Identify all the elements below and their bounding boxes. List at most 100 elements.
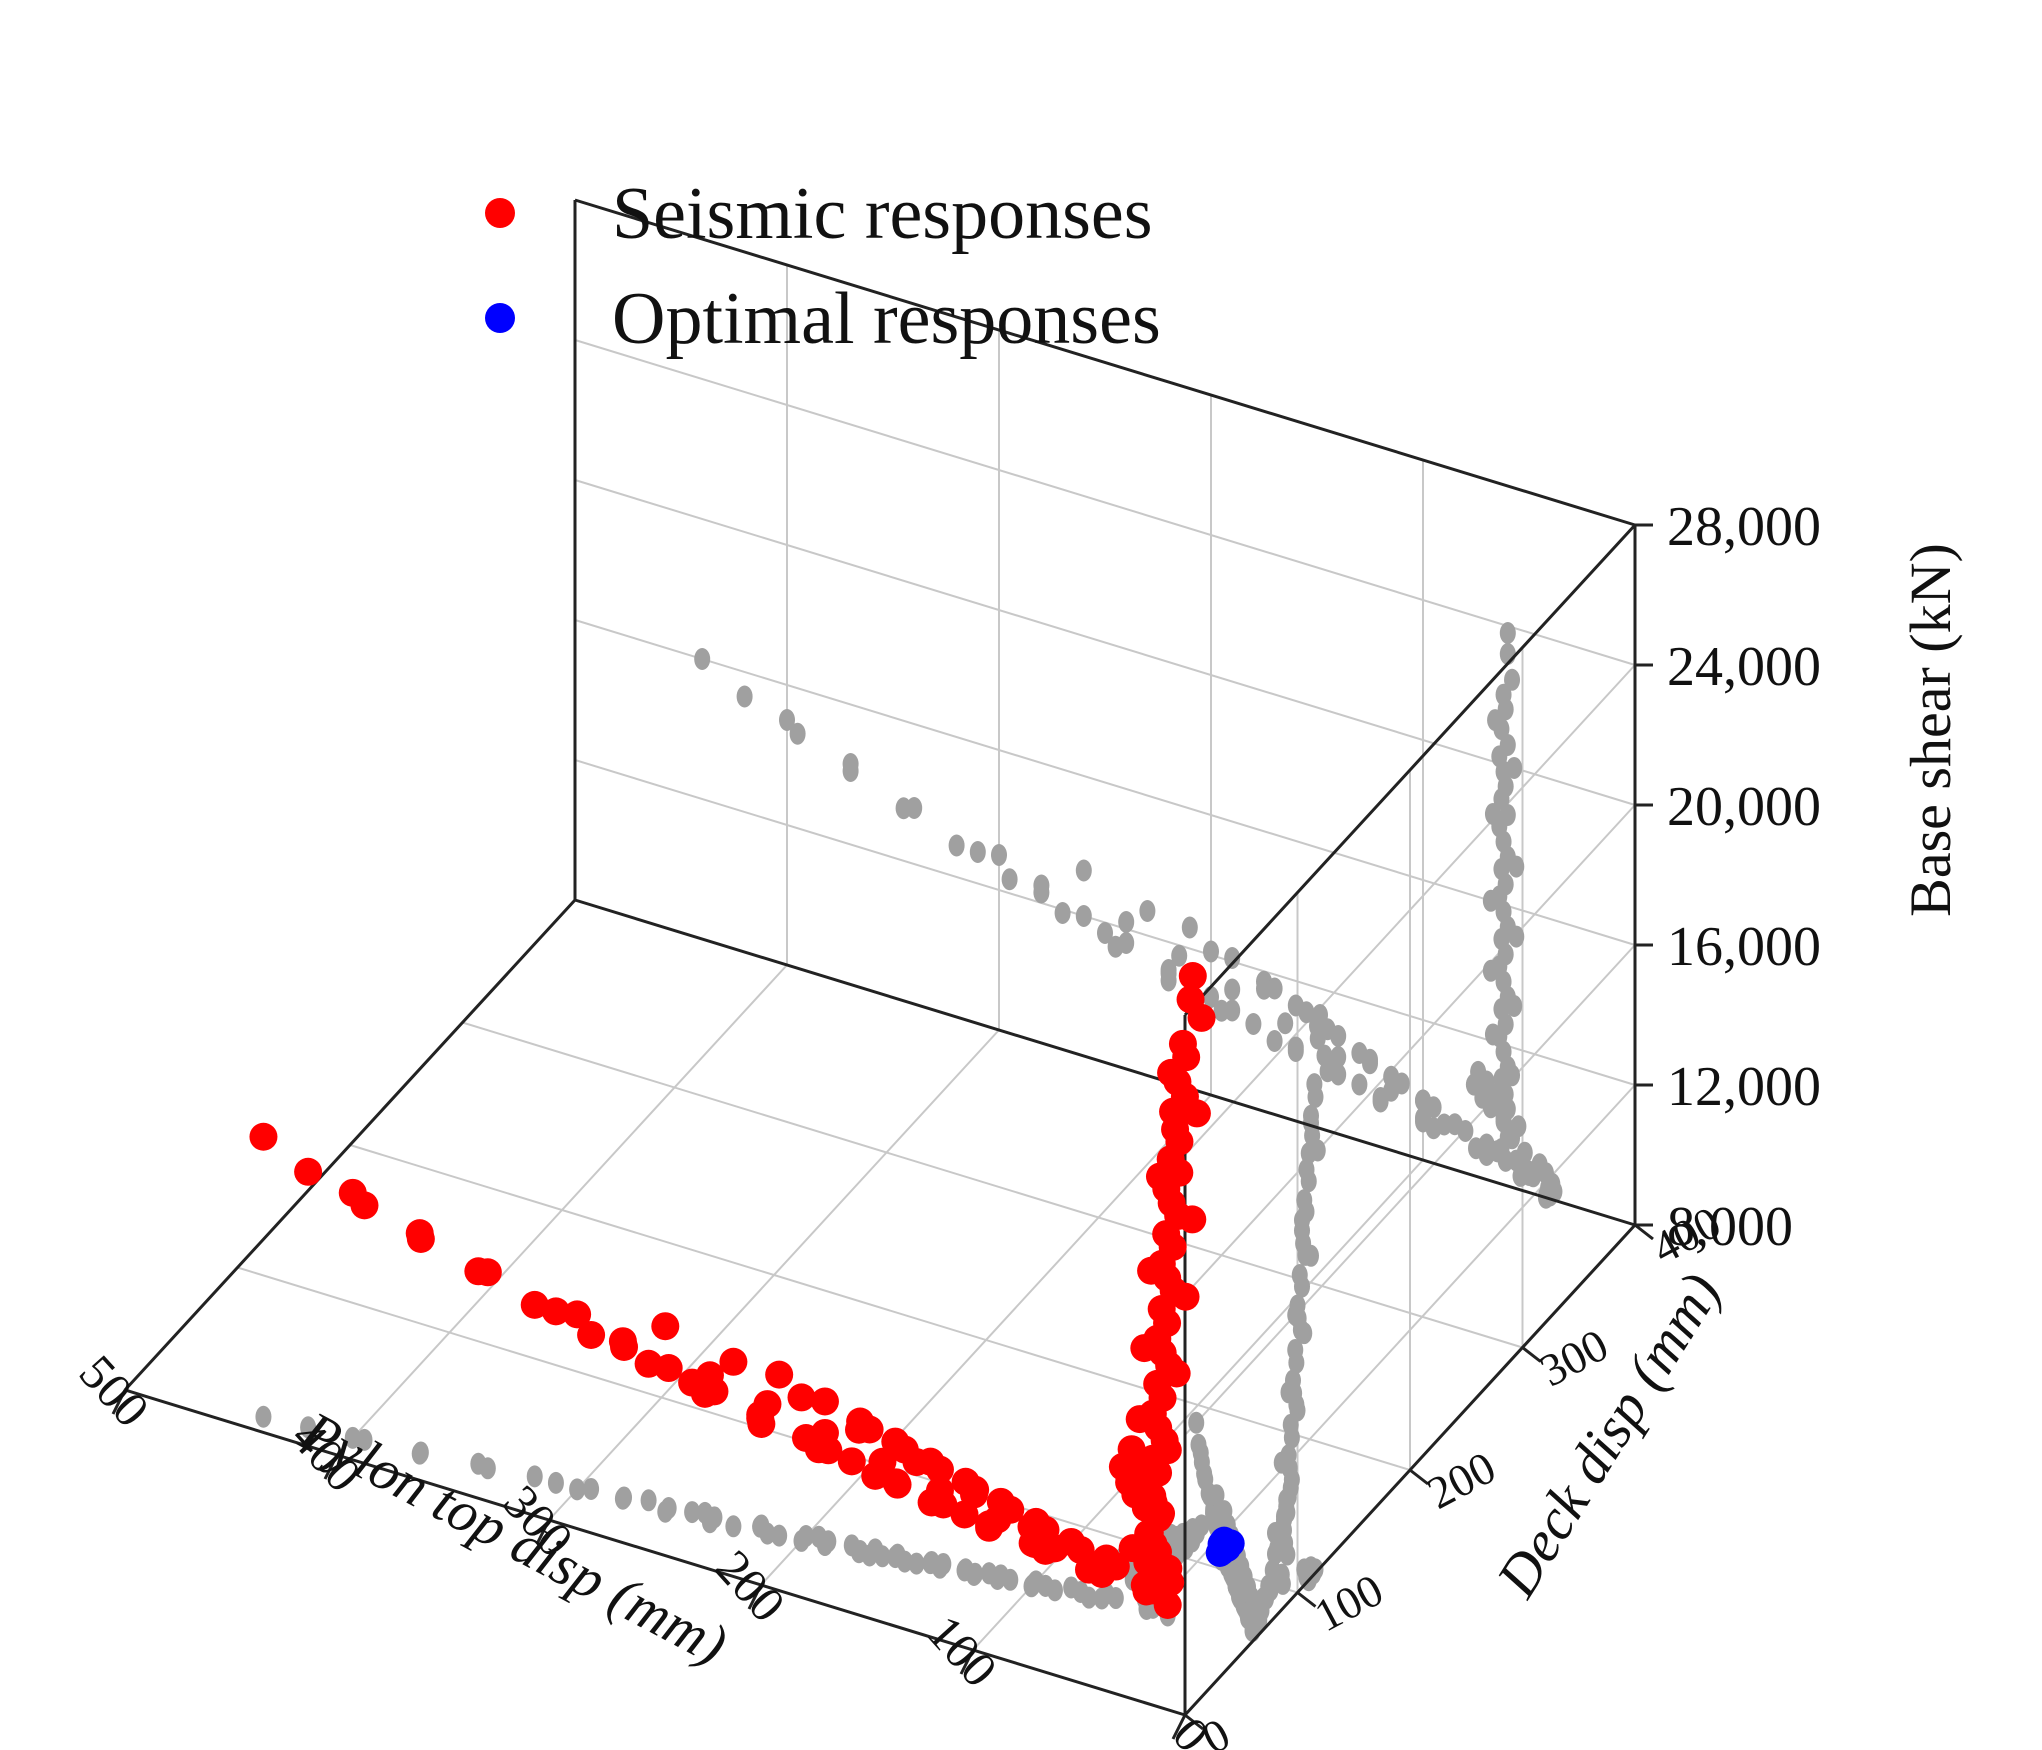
projection-point-floor	[793, 1529, 810, 1552]
seismic-response-point	[868, 1447, 897, 1476]
seismic-response-point	[1066, 1535, 1095, 1564]
projection-point-side-wall	[1300, 1170, 1317, 1193]
projection-point-back-wall	[906, 797, 923, 819]
projection-point-back-wall	[991, 844, 1007, 866]
projection-point-floor	[1046, 1579, 1063, 1602]
y-axis-title: Deck disp (mm)	[1483, 1262, 1733, 1609]
projection-point-floor	[547, 1471, 564, 1494]
projection-point-floor	[989, 1568, 1006, 1590]
projection-point-back-wall	[1160, 959, 1177, 981]
y-tick-label: 0	[1194, 1708, 1238, 1750]
projection-point-back-wall	[1495, 1107, 1512, 1130]
z-tick-label: 28,000	[1667, 496, 1821, 558]
projection-point-floor	[931, 1556, 948, 1579]
seismic-response-point	[338, 1178, 367, 1207]
projection-point-back-wall	[1224, 947, 1241, 969]
projection-point-back-wall	[1506, 994, 1523, 1017]
projection-point-floor	[526, 1465, 543, 1488]
projection-point-back-wall	[1415, 1089, 1431, 1112]
projection-point-side-wall	[1235, 1580, 1252, 1603]
projection-point-back-wall	[1436, 1113, 1453, 1136]
projection-point-side-wall	[1188, 1411, 1205, 1434]
seismic-response-point	[654, 1354, 683, 1383]
projection-point-side-wall	[1307, 1558, 1324, 1581]
projection-point-floor	[851, 1541, 867, 1564]
projection-point-floor	[1023, 1575, 1040, 1598]
legend-label-seismic: Seismic responses	[612, 173, 1153, 255]
projection-point-side-wall	[1287, 1303, 1304, 1326]
projection-point-back-wall	[1504, 668, 1521, 691]
z-tick-label: 12,000	[1667, 1056, 1821, 1118]
z-tick-label: 16,000	[1667, 916, 1821, 978]
seismic-response-point	[541, 1297, 570, 1326]
x-tick-mark	[1171, 1714, 1187, 1740]
seismic-response-point	[1153, 1591, 1182, 1619]
frame-edge	[123, 898, 577, 1392]
projection-point-back-wall	[1351, 1073, 1368, 1096]
legend-label-optimal: Optimal responses	[612, 278, 1161, 360]
projection-point-floor	[614, 1487, 631, 1510]
seismic-response-point	[883, 1470, 912, 1499]
x-axis-title: Pylon top disp (mm)	[290, 1398, 738, 1677]
seismic-response-point	[902, 1448, 931, 1477]
projection-point-back-wall	[1482, 889, 1499, 912]
projection-point-back-wall	[1383, 1079, 1400, 1102]
x-tick-mark	[323, 1454, 339, 1480]
seismic-response-point	[1017, 1512, 1046, 1541]
seismic-response-point	[695, 1361, 724, 1390]
seismic-response-point	[1145, 1162, 1174, 1191]
projection-point-floor	[771, 1524, 788, 1547]
projection-point-side-wall	[1280, 1381, 1297, 1404]
seismic-response-point	[960, 1480, 988, 1509]
projection-point-floor	[896, 1550, 913, 1573]
x-tick-mark	[747, 1584, 763, 1610]
seismic-response-point	[651, 1312, 680, 1341]
projection-point-back-wall	[1484, 802, 1501, 825]
frame-edge	[574, 198, 1636, 527]
projection-point-floor	[356, 1428, 373, 1451]
projection-point-side-wall	[1307, 1085, 1324, 1108]
back-wall-grid-line	[574, 479, 1636, 806]
seismic-response-point	[405, 1219, 434, 1248]
x-tick-mark	[111, 1389, 127, 1415]
projection-point-back-wall	[1224, 999, 1241, 1022]
projection-point-back-wall	[842, 753, 859, 775]
seismic-response-point	[1182, 1099, 1211, 1128]
projection-point-back-wall	[1054, 902, 1071, 924]
projection-point-back-wall	[1001, 868, 1018, 891]
seismic-response-point	[1162, 1359, 1191, 1388]
projection-point-back-wall	[1487, 709, 1504, 732]
projection-point-back-wall	[1287, 1040, 1304, 1062]
projection-point-floor	[411, 1442, 428, 1465]
projection-point-back-wall	[948, 834, 965, 857]
projection-point-side-wall	[1273, 1451, 1290, 1474]
projection-point-side-wall	[1309, 1139, 1326, 1162]
projection-point-floor	[640, 1489, 657, 1512]
projection-point-back-wall	[1139, 900, 1156, 922]
projection-point-back-wall	[1504, 1064, 1521, 1087]
projection-point-floor	[1107, 1587, 1124, 1610]
projection-point-back-wall	[1203, 940, 1219, 963]
seismic-response-point	[1157, 1058, 1186, 1087]
projection-point-side-wall	[1294, 1209, 1310, 1232]
seismic-response-point	[608, 1327, 637, 1356]
seismic-response-point	[810, 1387, 839, 1416]
back-wall-grid-line	[574, 619, 1636, 946]
projection-point-floor	[300, 1416, 317, 1439]
seismic-response-point	[577, 1320, 606, 1349]
y-tick-mark	[1296, 1591, 1317, 1608]
points-layer	[249, 962, 1245, 1619]
projection-layer	[255, 622, 1563, 1642]
projection-point-back-wall	[1256, 977, 1272, 1000]
frame-edge	[1183, 523, 1637, 1017]
frame-edge	[574, 898, 1636, 1227]
projection-point-back-wall	[1362, 1052, 1378, 1075]
projection-point-floor	[966, 1563, 982, 1586]
projection-point-side-wall	[1283, 1426, 1300, 1449]
seismic-response-point	[925, 1455, 954, 1484]
legend-marker-optimal	[485, 303, 515, 333]
legend-marker-seismic	[485, 198, 515, 228]
frame-edge	[124, 1388, 1186, 1717]
projection-point-back-wall	[1075, 905, 1092, 927]
seismic-response-point	[1125, 1405, 1154, 1434]
